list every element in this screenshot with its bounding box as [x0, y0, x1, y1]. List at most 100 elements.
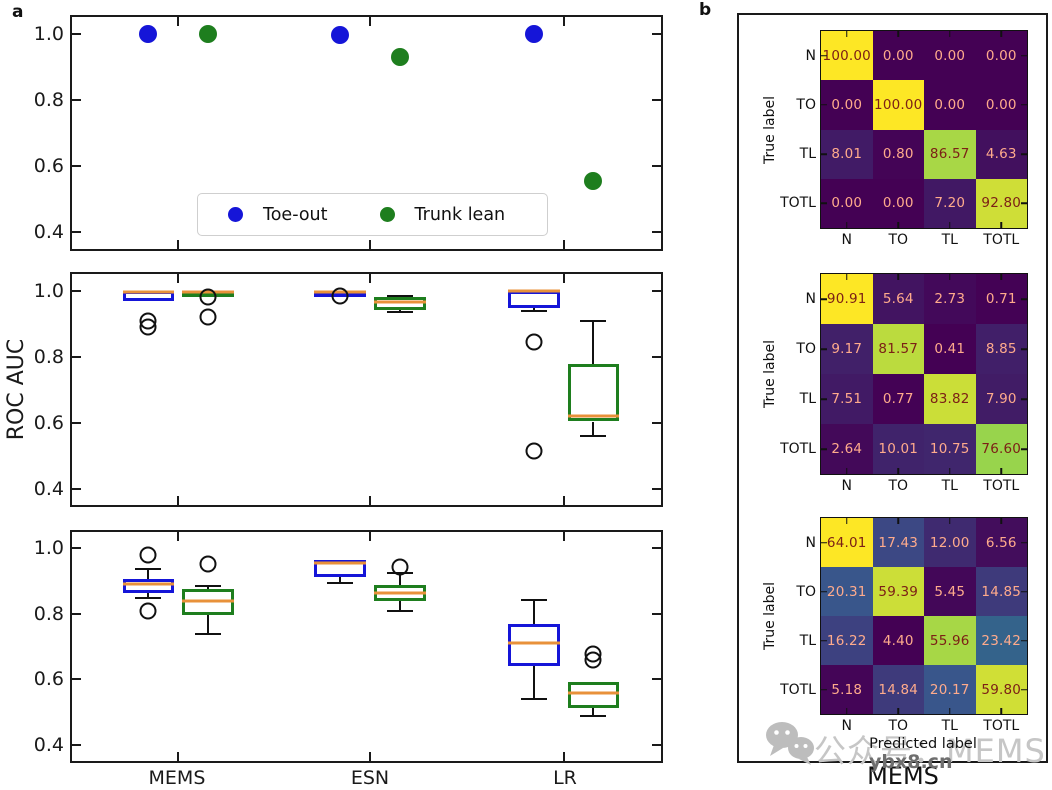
x-tick — [368, 752, 371, 761]
matrix-cell: 10.75 — [924, 424, 976, 474]
whisker-cap — [580, 319, 607, 322]
x-tick — [368, 240, 371, 249]
boxplot-auc-middle: 1.0 0.8 0.6 0.4 — [34, 272, 663, 507]
whisker-cap — [135, 567, 162, 570]
matrix-cell: 59.39 — [872, 567, 924, 616]
y-tick — [72, 487, 81, 490]
y-tick-label: 1.0 — [33, 22, 64, 45]
matrix-tick — [1021, 104, 1027, 106]
whisker — [592, 707, 595, 717]
x-tick — [562, 274, 565, 283]
box — [122, 579, 175, 594]
matrix-cell: 2.64 — [821, 424, 873, 474]
whisker — [592, 320, 595, 365]
matrix-cell: 17.43 — [872, 518, 924, 567]
whisker-cap — [520, 698, 547, 701]
matrix-tick — [1021, 688, 1027, 691]
whisker-cap — [386, 295, 413, 298]
matrix-tick — [821, 348, 827, 350]
legend: Toe-out Trunk lean — [197, 193, 548, 236]
y-tick-label: 0.4 — [33, 221, 64, 244]
legend-toe-out-marker — [228, 207, 243, 222]
column-label: N — [841, 232, 852, 248]
matrix-tick — [1000, 518, 1002, 524]
x-tick — [177, 274, 180, 283]
column-label: N — [841, 478, 852, 494]
outlier-point — [584, 651, 602, 669]
matrix-cell: 55.96 — [924, 616, 976, 665]
matrix-cell: 0.41 — [924, 324, 976, 374]
median-line — [373, 591, 426, 595]
matrix-cell: 5.45 — [924, 567, 976, 616]
x-tick — [562, 240, 565, 249]
y-tick — [652, 678, 661, 681]
x-category-label: ESN — [350, 767, 390, 789]
scatter-point-toe-out — [139, 24, 158, 43]
y-tick — [652, 612, 661, 615]
matrix-tick — [897, 31, 899, 37]
panel-b-bottom-title: MEMS — [867, 762, 939, 790]
matrix-cell: 6.56 — [975, 518, 1027, 567]
outlier-point — [199, 308, 217, 326]
box — [508, 290, 560, 308]
whisker — [532, 666, 535, 700]
matrix-tick — [821, 448, 827, 450]
matrix-cell: 8.85 — [975, 324, 1027, 374]
scatter-point-toe-out — [524, 24, 543, 43]
y-tick-label: 0.8 — [33, 88, 64, 111]
column-label: TO — [888, 718, 909, 734]
matrix-tick — [897, 468, 899, 474]
matrix-cell: 20.31 — [821, 567, 873, 616]
matrix-tick — [821, 688, 827, 691]
matrix-cell: 8.01 — [821, 129, 873, 179]
whisker — [147, 568, 150, 580]
y-tick — [72, 32, 81, 35]
y-tick — [652, 487, 661, 490]
matrix-cell: 4.63 — [975, 129, 1027, 179]
matrix-cell: 0.00 — [872, 31, 924, 81]
x-tick — [368, 496, 371, 505]
matrix-tick — [897, 222, 899, 228]
matrix-cell: 0.00 — [975, 80, 1027, 130]
outlier-point — [139, 546, 157, 564]
row-label: TO — [796, 341, 816, 357]
outlier-point — [199, 288, 217, 306]
matrix-tick — [949, 708, 951, 714]
x-tick — [177, 496, 180, 505]
matrix-cell: 90.91 — [821, 274, 873, 324]
panel-a-label: a — [12, 2, 24, 22]
matrix-cell: 5.64 — [872, 274, 924, 324]
y-tick — [72, 98, 81, 101]
legend-toe-out-label: Toe-out — [263, 204, 328, 225]
matrix-cell: 2.73 — [924, 274, 976, 324]
whisker — [398, 601, 401, 611]
y-tick — [652, 547, 661, 550]
y-axis-title: ROC AUC — [0, 272, 34, 507]
y-tick — [652, 355, 661, 358]
whisker-cap — [195, 584, 222, 587]
y-tick-label: 1.0 — [33, 279, 64, 302]
true-label-text: True label — [762, 339, 779, 409]
column-label: TOTL — [983, 718, 1020, 734]
matrix-cell: 100.00 — [872, 80, 924, 130]
y-tick — [652, 289, 661, 292]
y-tick-label: 1.0 — [33, 537, 64, 560]
x-tick — [562, 532, 565, 541]
row-label: N — [805, 47, 816, 64]
matrix-tick — [1021, 639, 1027, 642]
outlier-point — [139, 318, 157, 336]
matrix-tick — [821, 153, 827, 155]
x-tick — [562, 17, 565, 26]
matrix-tick — [1000, 468, 1002, 474]
y-tick — [72, 231, 81, 234]
row-label: TO — [796, 583, 816, 600]
y-tick-label: 0.8 — [33, 345, 64, 368]
x-tick — [177, 532, 180, 541]
matrix-tick — [1021, 153, 1027, 155]
matrix-tick — [846, 222, 848, 228]
matrix-cell: 9.17 — [821, 324, 873, 374]
y-tick — [652, 421, 661, 424]
outlier-point — [525, 333, 543, 351]
y-tick — [72, 743, 81, 746]
matrix-tick — [1021, 348, 1027, 350]
